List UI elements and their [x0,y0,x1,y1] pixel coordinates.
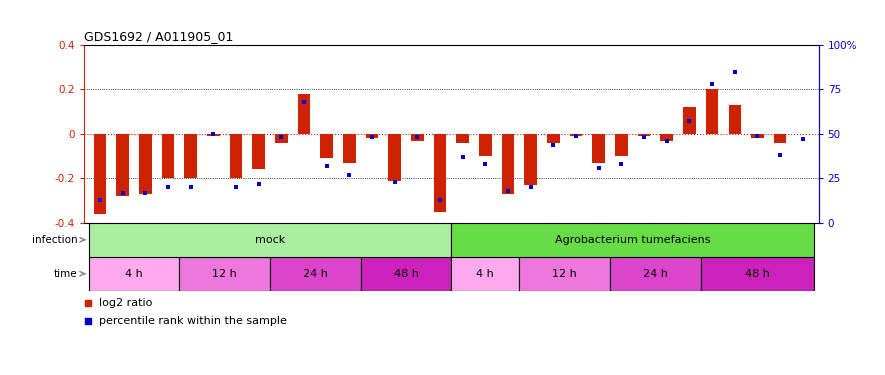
Bar [361,257,451,291]
Point [478,161,492,167]
Bar [297,94,311,134]
Bar [88,257,180,291]
Point [682,118,696,124]
Bar [683,107,696,134]
Bar [592,134,605,163]
Bar [638,134,650,136]
Point [501,188,515,194]
Bar [275,134,288,143]
Text: percentile rank within the sample: percentile rank within the sample [99,316,287,326]
Text: 12 h: 12 h [212,269,237,279]
Text: 24 h: 24 h [643,269,668,279]
Text: mock: mock [255,235,285,245]
Point [433,196,447,202]
Point [478,257,492,263]
Point [524,184,538,190]
Point [456,154,470,160]
Bar [389,134,401,181]
Bar [207,134,219,136]
Bar [230,134,242,178]
Bar [773,134,786,143]
Bar [706,90,719,134]
Point [116,190,130,196]
Point [478,95,492,101]
Point [614,161,628,167]
Bar [343,134,356,163]
Bar [366,134,378,138]
Point [388,179,402,185]
Point [319,163,334,169]
Point [296,99,311,105]
Bar [751,134,764,138]
Point [659,138,673,144]
Bar [412,134,424,141]
Text: 4 h: 4 h [476,269,494,279]
Point [796,136,810,142]
Bar [728,105,741,134]
Bar [660,134,673,141]
Bar [525,134,537,185]
Point [773,152,787,158]
Point [93,196,107,202]
Point [365,135,379,141]
Text: log2 ratio: log2 ratio [99,298,152,308]
Point [637,135,651,141]
Bar [320,134,333,158]
Point [183,184,197,190]
Bar [479,134,491,156]
Point [546,142,560,148]
Point [592,165,606,171]
Bar [94,134,106,214]
Bar [434,134,446,212]
Bar [451,257,519,291]
Point [705,81,720,87]
Bar [615,134,627,156]
Text: 4 h: 4 h [125,269,142,279]
Point [411,135,425,141]
Bar [519,257,610,291]
Point [206,131,220,137]
Text: 12 h: 12 h [552,269,577,279]
Bar [270,257,361,291]
Text: 24 h: 24 h [303,269,327,279]
Bar [88,223,451,257]
Bar [162,134,174,178]
Text: 48 h: 48 h [745,269,770,279]
Text: 48 h: 48 h [394,269,419,279]
Text: infection: infection [32,235,77,245]
Text: GDS1692 / A011905_01: GDS1692 / A011905_01 [84,30,234,43]
Point [229,184,243,190]
Bar [117,134,129,196]
Bar [451,223,814,257]
Point [342,172,357,178]
Point [138,190,152,196]
Bar [502,134,514,194]
Text: time: time [54,269,77,279]
Bar [139,134,151,194]
Bar [570,134,582,136]
Bar [547,134,559,143]
Bar [184,134,196,178]
Point [569,133,583,139]
Bar [457,134,469,143]
Bar [252,134,265,170]
Point [161,184,175,190]
Text: Agrobacterium tumefaciens: Agrobacterium tumefaciens [555,235,711,245]
Bar [701,257,814,291]
Bar [610,257,701,291]
Point [750,133,765,139]
Point [274,135,289,141]
Point [251,181,266,187]
Bar [180,257,270,291]
Point [727,69,742,75]
